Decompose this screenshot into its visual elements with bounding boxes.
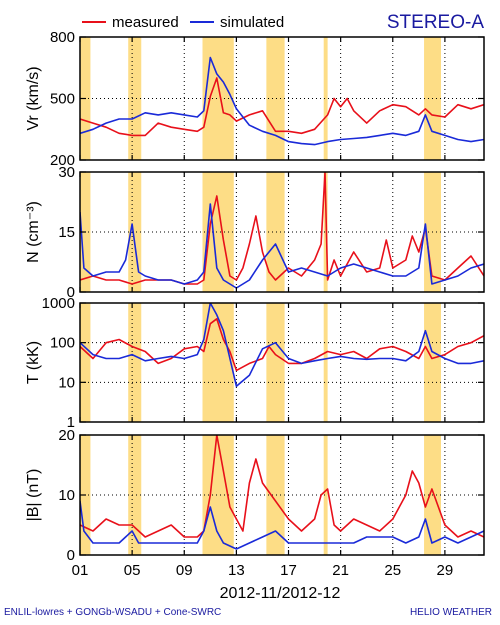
model-credit: ENLIL-lowres + GONGb-WSADU + Cone-SWRC (4, 607, 222, 618)
y-tick-label: 0 (67, 547, 75, 564)
panel-3: 1 10 100 1000 T (kK) (25, 295, 485, 431)
x-tick-label: 25 (384, 562, 401, 579)
panel-4: 0 10 20 |B| (nT) (25, 427, 485, 564)
x-tick-label: 01 (72, 562, 89, 579)
x-tick-label: 05 (124, 562, 141, 579)
panel-2: 0 15 30 N (cm⁻³) (25, 164, 485, 301)
y-tick-label: 500 (50, 91, 75, 108)
event-shade-5 (323, 303, 328, 422)
x-tick-label: 09 (176, 562, 193, 579)
y-tick-label: 30 (58, 164, 75, 181)
y-tick-label: 0 (67, 284, 75, 301)
spacecraft-title: STEREO-A (387, 12, 484, 33)
event-shade-4 (266, 37, 285, 160)
x-tick-label: 17 (280, 562, 297, 579)
y-tick-label: 1000 (42, 295, 75, 312)
y-tick-label: 10 (58, 374, 75, 391)
figure-header: measured simulated STEREO-A (82, 12, 484, 33)
panel-frame (79, 302, 485, 423)
x-tick-label: 13 (228, 562, 245, 579)
event-shade-3 (202, 435, 234, 555)
y-tick-label: 10 (58, 487, 75, 504)
series-simulated-line (80, 203, 484, 289)
y-axis-label: N (cm⁻³) (25, 201, 42, 263)
heliosphere-figure: measured simulated STEREO-A 200500800Vr … (25, 12, 485, 600)
legend-measured-label: measured (112, 14, 179, 31)
event-shade-1 (80, 303, 91, 422)
event-shade-5 (323, 37, 328, 160)
y-tick-label: 800 (50, 29, 75, 46)
y-tick-label: 1 (67, 414, 75, 431)
event-shade-6 (424, 303, 441, 422)
y-axis-label: T (kK) (25, 341, 42, 384)
x-tick-label: 21 (332, 562, 349, 579)
org-credit: HELIO WEATHER (409, 607, 492, 618)
panel-1: 200 500 800 Vr (km/s) (25, 29, 485, 169)
y-tick-label: 15 (58, 224, 75, 241)
event-shade-5 (323, 435, 328, 555)
series-measured-line (80, 77, 484, 137)
event-shade-3 (202, 37, 234, 160)
event-shade-4 (266, 172, 285, 292)
series-simulated-line (80, 303, 484, 388)
event-shade-4 (266, 303, 285, 422)
series-simulated-line (80, 56, 484, 146)
legend-simulated-label: simulated (220, 14, 284, 31)
x-tick-label: 29 (437, 562, 454, 579)
y-tick-label: 20 (58, 427, 75, 444)
series-simulated-line (80, 500, 484, 550)
y-tick-label: 200 (50, 152, 75, 169)
event-shade-2 (128, 37, 142, 160)
y-axis-label: Vr (km/s) (25, 66, 42, 130)
event-shade-2 (128, 303, 142, 422)
x-axis-label: 2012-11/2012-12 (220, 585, 341, 600)
y-tick-label: 100 (50, 335, 75, 352)
series-measured-line (80, 435, 484, 538)
event-shade-4 (266, 435, 285, 555)
y-axis-label: |B| (nT) (25, 469, 42, 522)
x-axis: 01 05 09 13 17 21 25 29 (72, 562, 454, 579)
